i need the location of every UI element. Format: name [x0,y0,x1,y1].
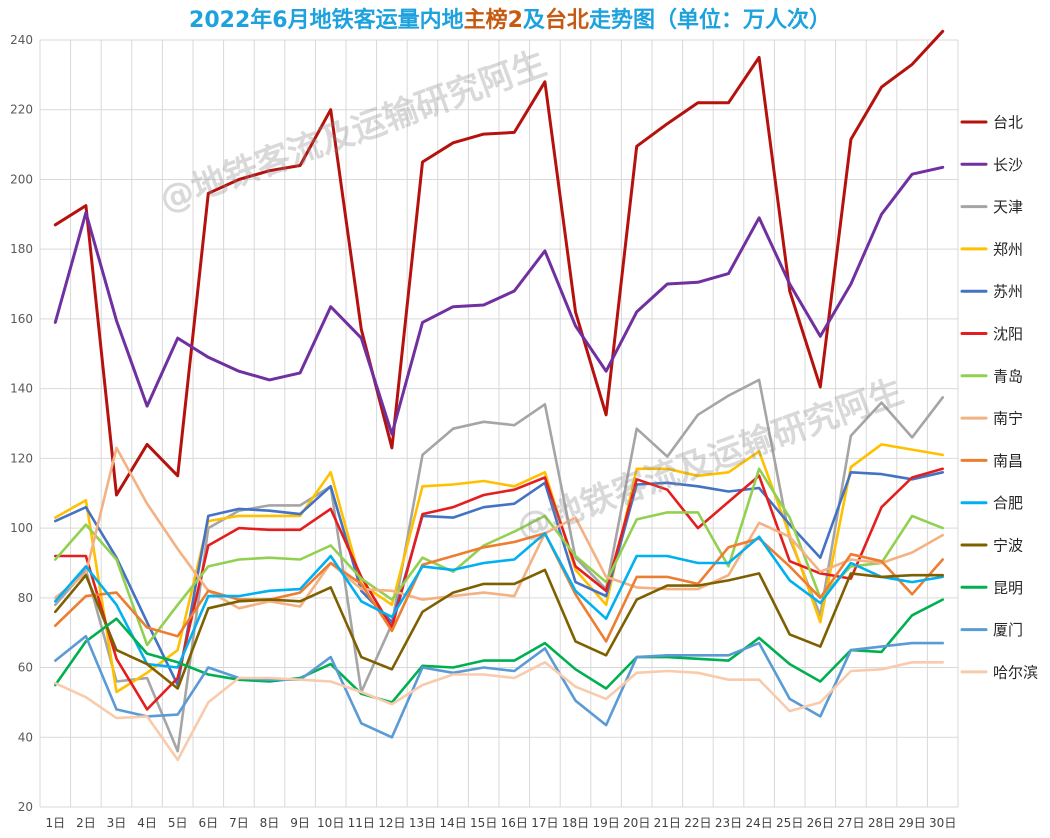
y-tick-label: 40 [18,730,33,744]
legend-label: 沈阳 [993,325,1023,343]
legend-label: 南宁 [993,410,1023,428]
legend-item: 厦门 [960,621,1023,639]
x-tick-label: 28日 [868,816,895,830]
watermark-text: @地铁客流及运输研究阿生 [511,371,908,548]
x-tick-label: 14日 [439,816,466,830]
x-tick-label: 11日 [348,816,375,830]
legend-label: 哈尔滨 [993,663,1038,681]
x-tick-label: 9日 [290,816,310,830]
legend-item: 南宁 [960,410,1023,428]
legend-item: 昆明 [960,579,1023,597]
title-segment: 走势图（单位：万人次） [588,8,831,33]
x-tick-label: 19日 [592,816,619,830]
legend-item: 沈阳 [960,325,1023,343]
legend-item: 宁波 [960,537,1023,555]
legend-label: 郑州 [993,240,1023,258]
x-tick-label: 1日 [45,816,65,830]
series-line [53,531,945,643]
y-tick-label: 120 [10,451,33,465]
x-tick-label: 27日 [837,816,864,830]
legend-item: 合肥 [960,494,1023,512]
y-tick-label: 80 [18,591,33,605]
x-tick-label: 23日 [715,816,742,830]
y-tick-label: 60 [18,661,33,675]
x-tick-label: 16日 [501,816,528,830]
series-line [53,446,945,610]
x-tick-label: 24日 [745,816,772,830]
y-tick-label: 20 [18,800,33,814]
x-tick-label: 18日 [562,816,589,830]
legend-label: 长沙 [993,156,1023,174]
legend-label: 苏州 [993,283,1023,301]
series-line [53,165,945,436]
x-tick-label: 5日 [168,816,188,830]
axis-labels: 20 40 60 80 100 120 140 160 180 200 220 240 1日 2日 3日 4日… [10,33,956,830]
x-tick-label: 21日 [654,816,681,830]
legend-label: 宁波 [993,537,1023,555]
legend-label: 台北 [993,114,1023,132]
x-tick-label: 4日 [137,816,157,830]
legend-label: 南昌 [993,452,1023,470]
series-line [53,568,945,690]
legend-item: 青岛 [960,367,1023,385]
legend-item: 台北 [960,114,1023,132]
title-segment: 及 [522,8,545,33]
x-tick-label: 30日 [929,816,956,830]
legend-label: 厦门 [993,621,1023,639]
x-tick-label: 17日 [531,816,558,830]
series-line [53,29,945,497]
x-tick-label: 6日 [198,816,218,830]
legend-item: 南昌 [960,452,1023,470]
x-tick-label: 8日 [260,816,280,830]
legend-item: 哈尔滨 [960,663,1038,681]
legend-item: 郑州 [960,240,1023,258]
y-tick-label: 180 [10,242,33,256]
chart-title: 2022年6月地铁客运量内地主榜2及台北走势图（单位：万人次） [0,6,1020,36]
series-line [53,467,945,711]
legend-item: 天津 [960,198,1023,216]
x-tick-label: 25日 [776,816,803,830]
series-line [53,660,945,762]
title-highlight: 台北 [544,8,589,33]
x-tick-label: 2日 [76,816,96,830]
x-tick-label: 13日 [409,816,436,830]
series-line [53,598,945,704]
y-tick-label: 240 [10,33,33,47]
x-tick-label: 26日 [807,816,834,830]
title-highlight: 主榜2 [463,8,523,33]
y-tick-label: 200 [10,172,33,186]
watermark-text: @地铁客流及运输研究阿生 [154,43,551,220]
x-tick-label: 3日 [107,816,127,830]
y-tick-label: 220 [10,103,33,117]
legend-label: 青岛 [993,367,1023,385]
series-line [53,634,945,739]
y-tick-label: 160 [10,312,33,326]
x-tick-label: 29日 [898,816,925,830]
legend-item: 苏州 [960,283,1023,301]
y-tick-label: 100 [10,521,33,535]
series-line [53,467,945,647]
legend-label: 合肥 [993,494,1023,512]
legend-label: 天津 [993,198,1023,216]
legend-item: 长沙 [960,156,1023,174]
series-lines [53,29,945,762]
x-tick-label: 20日 [623,816,650,830]
title-segment: 2022年6月地铁客运量内地 [189,8,464,33]
x-tick-label: 12日 [378,816,405,830]
x-tick-label: 15日 [470,816,497,830]
legend-label: 昆明 [993,579,1023,597]
x-tick-label: 10日 [317,816,344,830]
x-tick-label: 22日 [684,816,711,830]
y-tick-label: 140 [10,382,33,396]
x-tick-label: 7日 [229,816,249,830]
series-line [53,531,945,669]
